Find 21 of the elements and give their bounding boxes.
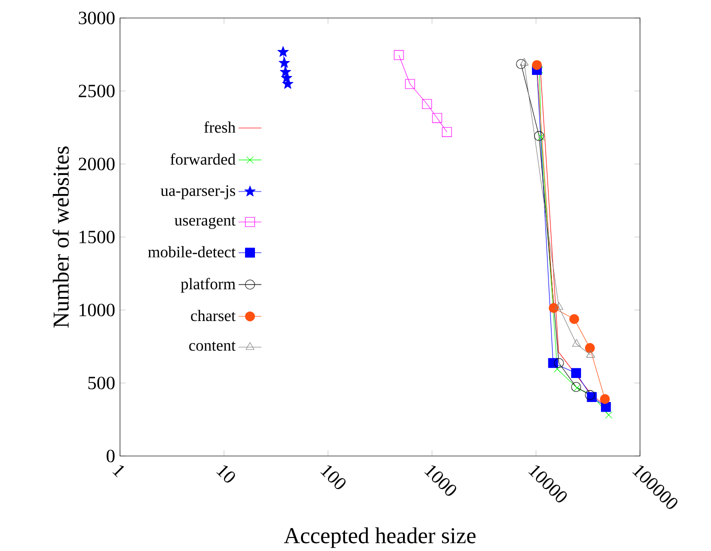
legend-label: forwarded <box>170 153 236 165</box>
y-tick-label: 2000 <box>78 158 115 170</box>
y-tick-label: 1500 <box>80 230 115 244</box>
y-tick-label: 3000 <box>78 12 115 24</box>
y-axis-title: Number of websites <box>52 146 69 328</box>
legend-label: fresh <box>204 121 236 133</box>
x-axis-title: Accepted header size <box>284 527 476 548</box>
y-tick-label: 2500 <box>78 84 115 98</box>
legend-label: useragent <box>174 216 236 229</box>
x-tick-label: 1 <box>112 465 124 478</box>
y-tick-label: 1000 <box>80 304 115 316</box>
legend-label: ua-parser-js <box>160 185 236 200</box>
y-tick-label: 0 <box>106 450 115 462</box>
y-tick-label: 500 <box>88 376 115 390</box>
legend-label: platform <box>180 278 236 293</box>
x-tick-label: 100 <box>320 465 346 490</box>
x-tick-label: 10 <box>216 465 235 483</box>
legend-label: charset <box>190 310 236 322</box>
x-tick-label: 1000 <box>424 465 456 496</box>
legend-label: content <box>189 342 236 351</box>
legend-label: mobile-detect <box>148 246 236 258</box>
